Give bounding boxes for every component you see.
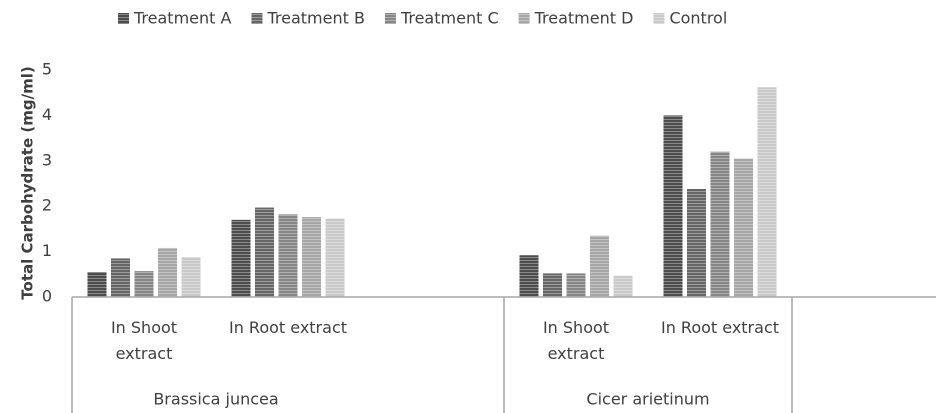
x-tick-label: In Root extract [660, 318, 780, 337]
y-tick-label: 3 [42, 150, 52, 169]
y-axis-label: Total Carbohydrate (mg/ml) [19, 66, 37, 299]
bar [734, 158, 753, 297]
legend-swatch [251, 13, 263, 24]
bar [231, 219, 251, 297]
legend-swatch [118, 13, 129, 24]
bar [278, 214, 298, 297]
legend-label: Treatment A [133, 9, 232, 28]
y-tick-label: 4 [42, 105, 52, 124]
bar [543, 273, 562, 297]
x-tick-label: In Shoot extract [542, 318, 610, 363]
legend-swatch [384, 13, 396, 24]
bar [757, 87, 777, 297]
y-tick-label: 2 [42, 196, 52, 215]
bar [158, 247, 177, 297]
bar [87, 272, 107, 297]
bar [590, 235, 609, 297]
x-tick-label: In Shoot extract [110, 318, 178, 363]
bar [663, 115, 683, 298]
x-tick-label-box: In Root extract [228, 318, 348, 337]
bar [710, 151, 730, 297]
y-tick-label: 1 [42, 241, 52, 260]
y-tick-label: 5 [42, 60, 52, 79]
bar [255, 207, 274, 297]
legend-label: Treatment D [534, 9, 634, 28]
legend-swatch [518, 13, 530, 24]
legend-label: Control [669, 9, 727, 28]
y-tick-label: 0 [42, 287, 52, 306]
bar [519, 255, 539, 297]
x-tick-label-box: In Shoot extract [110, 318, 178, 363]
bar [687, 188, 706, 297]
bar [566, 273, 586, 297]
bar [111, 258, 130, 297]
group-label: Cicer arietinum [586, 390, 709, 409]
legend-swatch [653, 13, 665, 24]
bar [302, 217, 321, 297]
bar [613, 275, 633, 297]
bar [325, 218, 345, 297]
legend-label: Treatment C [400, 9, 499, 28]
group-label: Brassica juncea [153, 390, 278, 409]
bar [181, 257, 201, 297]
x-tick-label-box: In Root extract [660, 318, 780, 337]
x-tick-label-box: In Shoot extract [542, 318, 610, 363]
bar [134, 271, 154, 297]
legend-label: Treatment B [266, 9, 364, 28]
x-tick-label: In Root extract [228, 318, 348, 337]
